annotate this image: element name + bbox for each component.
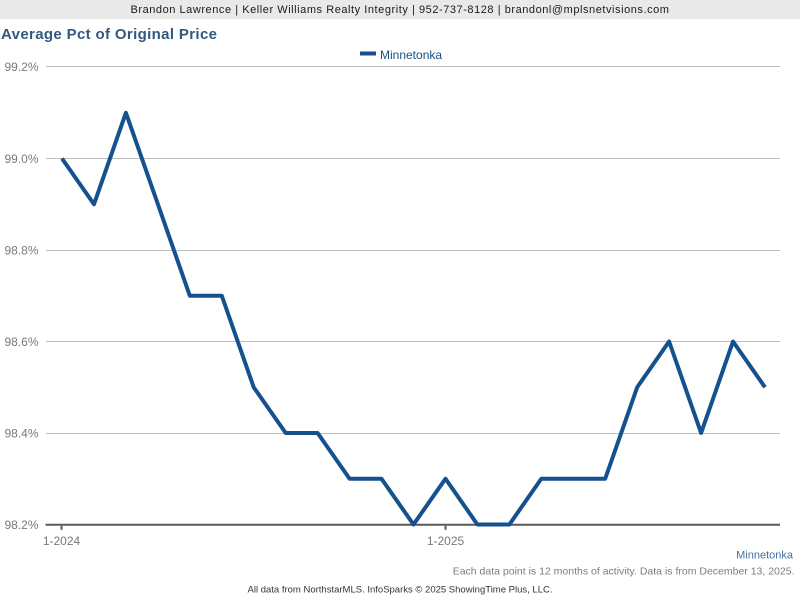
svg-text:98.4%: 98.4% [4,427,38,441]
svg-text:Minnetonka: Minnetonka [736,550,794,562]
svg-text:Each data point is 12 months o: Each data point is 12 months of activity… [453,566,795,578]
svg-text:98.2%: 98.2% [4,518,38,532]
svg-text:All data from NorthstarMLS. In: All data from NorthstarMLS. InfoSparks ©… [248,585,553,596]
svg-text:99.2%: 99.2% [4,60,38,74]
svg-text:98.8%: 98.8% [4,244,38,258]
svg-text:1-2025: 1-2025 [427,534,465,548]
svg-text:99.0%: 99.0% [4,152,38,166]
svg-text:98.6%: 98.6% [4,335,38,349]
svg-text:Minnetonka: Minnetonka [380,48,442,62]
svg-text:1-2024: 1-2024 [43,534,81,548]
